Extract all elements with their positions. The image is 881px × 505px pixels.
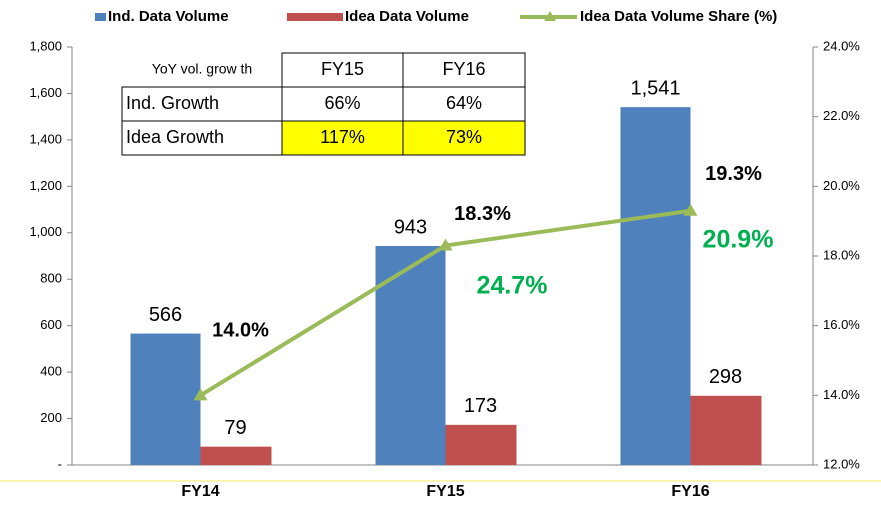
y-tick-label: 1,800 — [29, 38, 62, 53]
legend-label: Idea Data Volume — [345, 8, 469, 25]
bar — [130, 333, 201, 465]
table-text: 73% — [446, 127, 482, 147]
line-label: 18.3% — [454, 203, 511, 225]
annotation: 24.7% — [477, 272, 548, 300]
table-text: 117% — [320, 127, 365, 147]
y2-tick-label: 24.0% — [823, 38, 860, 53]
line-marker — [683, 203, 698, 216]
x-tick-label: FY14 — [181, 483, 219, 500]
annotation: 20.9% — [703, 226, 774, 254]
table-cell — [402, 52, 526, 88]
legend-marker — [544, 11, 556, 21]
legend-label: Idea Data Volume Share (%) — [580, 8, 777, 25]
y-tick-label: 1,400 — [29, 131, 62, 146]
table-cell — [122, 53, 282, 87]
legend-swatch — [287, 13, 343, 21]
y-tick-label: 1,000 — [29, 224, 62, 239]
x-tick-label: FY16 — [671, 483, 709, 500]
bar — [200, 446, 272, 465]
line-label: 14.0% — [212, 320, 269, 342]
bar-label: 943 — [394, 216, 427, 238]
table-text: FY15 — [321, 59, 364, 79]
x-tick-label: FY15 — [426, 483, 464, 500]
y-tick-label: 200 — [40, 410, 62, 425]
y2-tick-label: 12.0% — [823, 456, 860, 471]
bar-label: 173 — [464, 395, 497, 417]
table-cell — [281, 86, 404, 122]
y2-tick-label: 20.0% — [823, 178, 860, 193]
line-marker — [193, 388, 208, 401]
line-marker — [438, 238, 453, 251]
table-text: 66% — [324, 93, 360, 113]
bar-label: 566 — [149, 304, 182, 326]
y2-tick-label: 16.0% — [823, 317, 860, 332]
table-text: YoY vol. grow th — [152, 61, 252, 77]
legend-swatch — [95, 13, 106, 21]
table-cell — [402, 120, 526, 156]
y2-tick-label: 14.0% — [823, 387, 860, 402]
table-cell — [121, 86, 283, 122]
y-tick-label: 800 — [40, 271, 62, 286]
line-label: 19.3% — [705, 163, 762, 185]
table-text: Ind. Growth — [126, 93, 219, 113]
bar-label: 298 — [709, 366, 742, 388]
bar — [690, 395, 762, 465]
bar — [375, 246, 446, 465]
bar — [620, 107, 691, 465]
table-text: Idea Growth — [126, 127, 224, 147]
table-text: FY16 — [442, 59, 485, 79]
y-tick-label: 1,200 — [29, 178, 62, 193]
y2-tick-label: 22.0% — [823, 108, 860, 123]
table-text: 64% — [446, 93, 482, 113]
bar — [445, 424, 517, 465]
y-tick-label: 600 — [40, 317, 62, 332]
y-tick-label: 1,600 — [29, 85, 62, 100]
legend-label: Ind. Data Volume — [108, 8, 229, 25]
y-tick-label: - — [58, 456, 62, 471]
y-tick-label: 400 — [40, 364, 62, 379]
table-cell — [402, 86, 526, 122]
bar-label: 79 — [224, 417, 246, 439]
table-cell — [121, 120, 283, 156]
y2-tick-label: 18.0% — [823, 247, 860, 262]
table-cell — [281, 120, 404, 156]
bar-label: 1,541 — [630, 77, 680, 99]
